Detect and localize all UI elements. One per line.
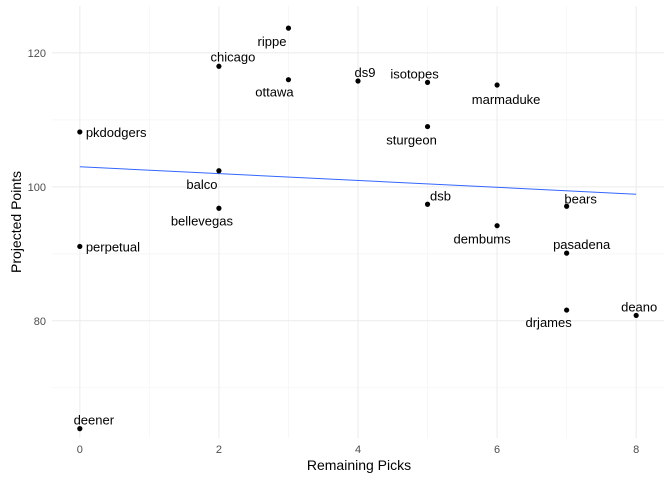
point-label: dembums bbox=[454, 232, 512, 247]
data-point bbox=[355, 78, 361, 84]
point-label: deener bbox=[74, 413, 115, 428]
data-point bbox=[216, 168, 222, 174]
data-point bbox=[424, 79, 431, 85]
point-label: pkdodgers bbox=[86, 125, 147, 140]
point-label: deano bbox=[621, 299, 657, 314]
data-point bbox=[77, 129, 83, 135]
points-layer bbox=[77, 25, 639, 432]
data-point bbox=[285, 25, 292, 31]
point-label: ds9 bbox=[355, 65, 376, 80]
point-label: rippe bbox=[258, 34, 287, 49]
point-label: pasadena bbox=[553, 237, 611, 252]
y-tick-label: 120 bbox=[28, 48, 46, 60]
data-point bbox=[564, 203, 570, 209]
data-point bbox=[494, 223, 500, 229]
trend-line bbox=[79, 166, 637, 195]
point-label: marmaduke bbox=[472, 92, 541, 107]
point-label: balco bbox=[186, 177, 217, 192]
x-tick-label: 6 bbox=[494, 444, 500, 456]
point-label: ottawa bbox=[255, 85, 294, 100]
data-point bbox=[424, 201, 431, 207]
x-axis-title: Remaining Picks bbox=[307, 457, 411, 473]
data-point bbox=[424, 123, 431, 130]
y-axis-title: Projected Points bbox=[8, 171, 24, 273]
x-tick-label: 2 bbox=[216, 444, 222, 456]
point-label: bears bbox=[564, 191, 597, 206]
data-point bbox=[285, 77, 292, 83]
point-label: bellevegas bbox=[171, 213, 234, 228]
x-tick-label: 0 bbox=[77, 444, 83, 456]
data-point bbox=[77, 426, 83, 432]
data-point bbox=[494, 82, 500, 88]
point-label: perpetual bbox=[86, 239, 140, 254]
point-label: chicago bbox=[211, 49, 256, 64]
data-point bbox=[564, 250, 570, 256]
axes: 0 2 4 6 8 80 100 120 bbox=[28, 48, 640, 456]
point-label: sturgeon bbox=[386, 133, 437, 148]
point-label: dsb bbox=[430, 188, 451, 203]
trend-layer bbox=[79, 166, 637, 195]
data-point bbox=[633, 312, 639, 319]
grid bbox=[52, 6, 664, 438]
data-point bbox=[564, 307, 570, 313]
point-label: drjames bbox=[526, 315, 573, 330]
x-tick-label: 8 bbox=[633, 444, 639, 456]
data-point bbox=[216, 63, 222, 69]
data-point bbox=[77, 243, 83, 250]
point-label: isotopes bbox=[390, 66, 439, 81]
y-tick-label: 80 bbox=[34, 316, 46, 328]
x-tick-label: 4 bbox=[355, 444, 361, 456]
data-point bbox=[216, 205, 222, 211]
y-tick-label: 100 bbox=[28, 182, 46, 194]
